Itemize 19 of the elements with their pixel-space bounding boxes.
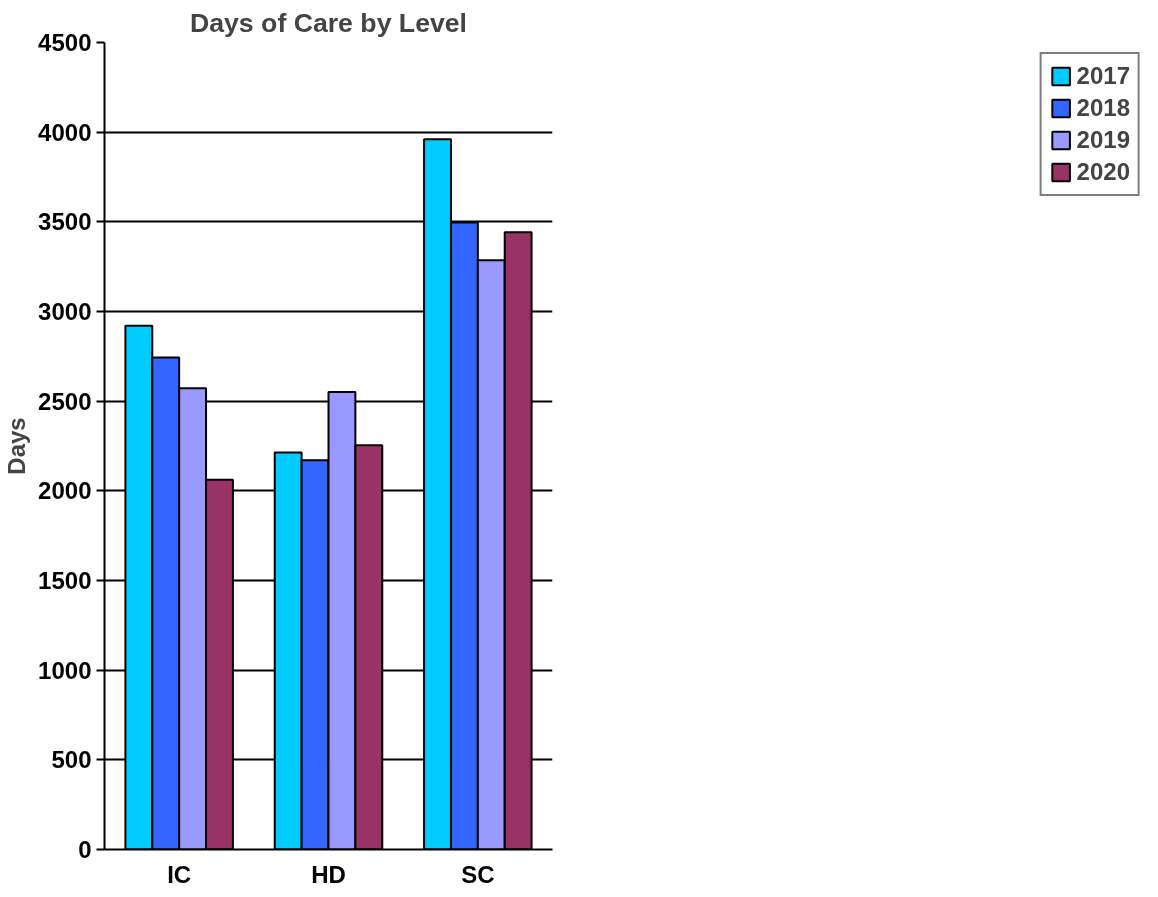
y-tick-label: 4000 [38, 118, 92, 146]
legend-label: 2019 [1076, 126, 1130, 154]
y-tick-label: 3500 [38, 208, 92, 236]
y-tick-label: 2500 [38, 387, 92, 415]
y-tick-label: 3000 [38, 298, 92, 325]
y-tick-label: 4500 [38, 29, 92, 56]
y-tick-label: 1500 [38, 567, 92, 594]
legend-label: 2018 [1076, 94, 1130, 122]
y-axis-title: Days [3, 417, 31, 475]
y-tick-label: 1000 [38, 656, 92, 684]
y-tick-label: 0 [78, 836, 92, 863]
legend-label: 2020 [1076, 158, 1130, 186]
x-tick-label: SC [461, 860, 495, 888]
y-tick-label: 500 [51, 746, 92, 774]
legend-label: 2017 [1076, 62, 1130, 90]
x-tick-label: HD [311, 860, 346, 888]
y-tick-label: 2000 [38, 477, 92, 505]
chart-title: Days of Care by Level [189, 7, 468, 38]
x-tick-label: IC [167, 860, 192, 888]
